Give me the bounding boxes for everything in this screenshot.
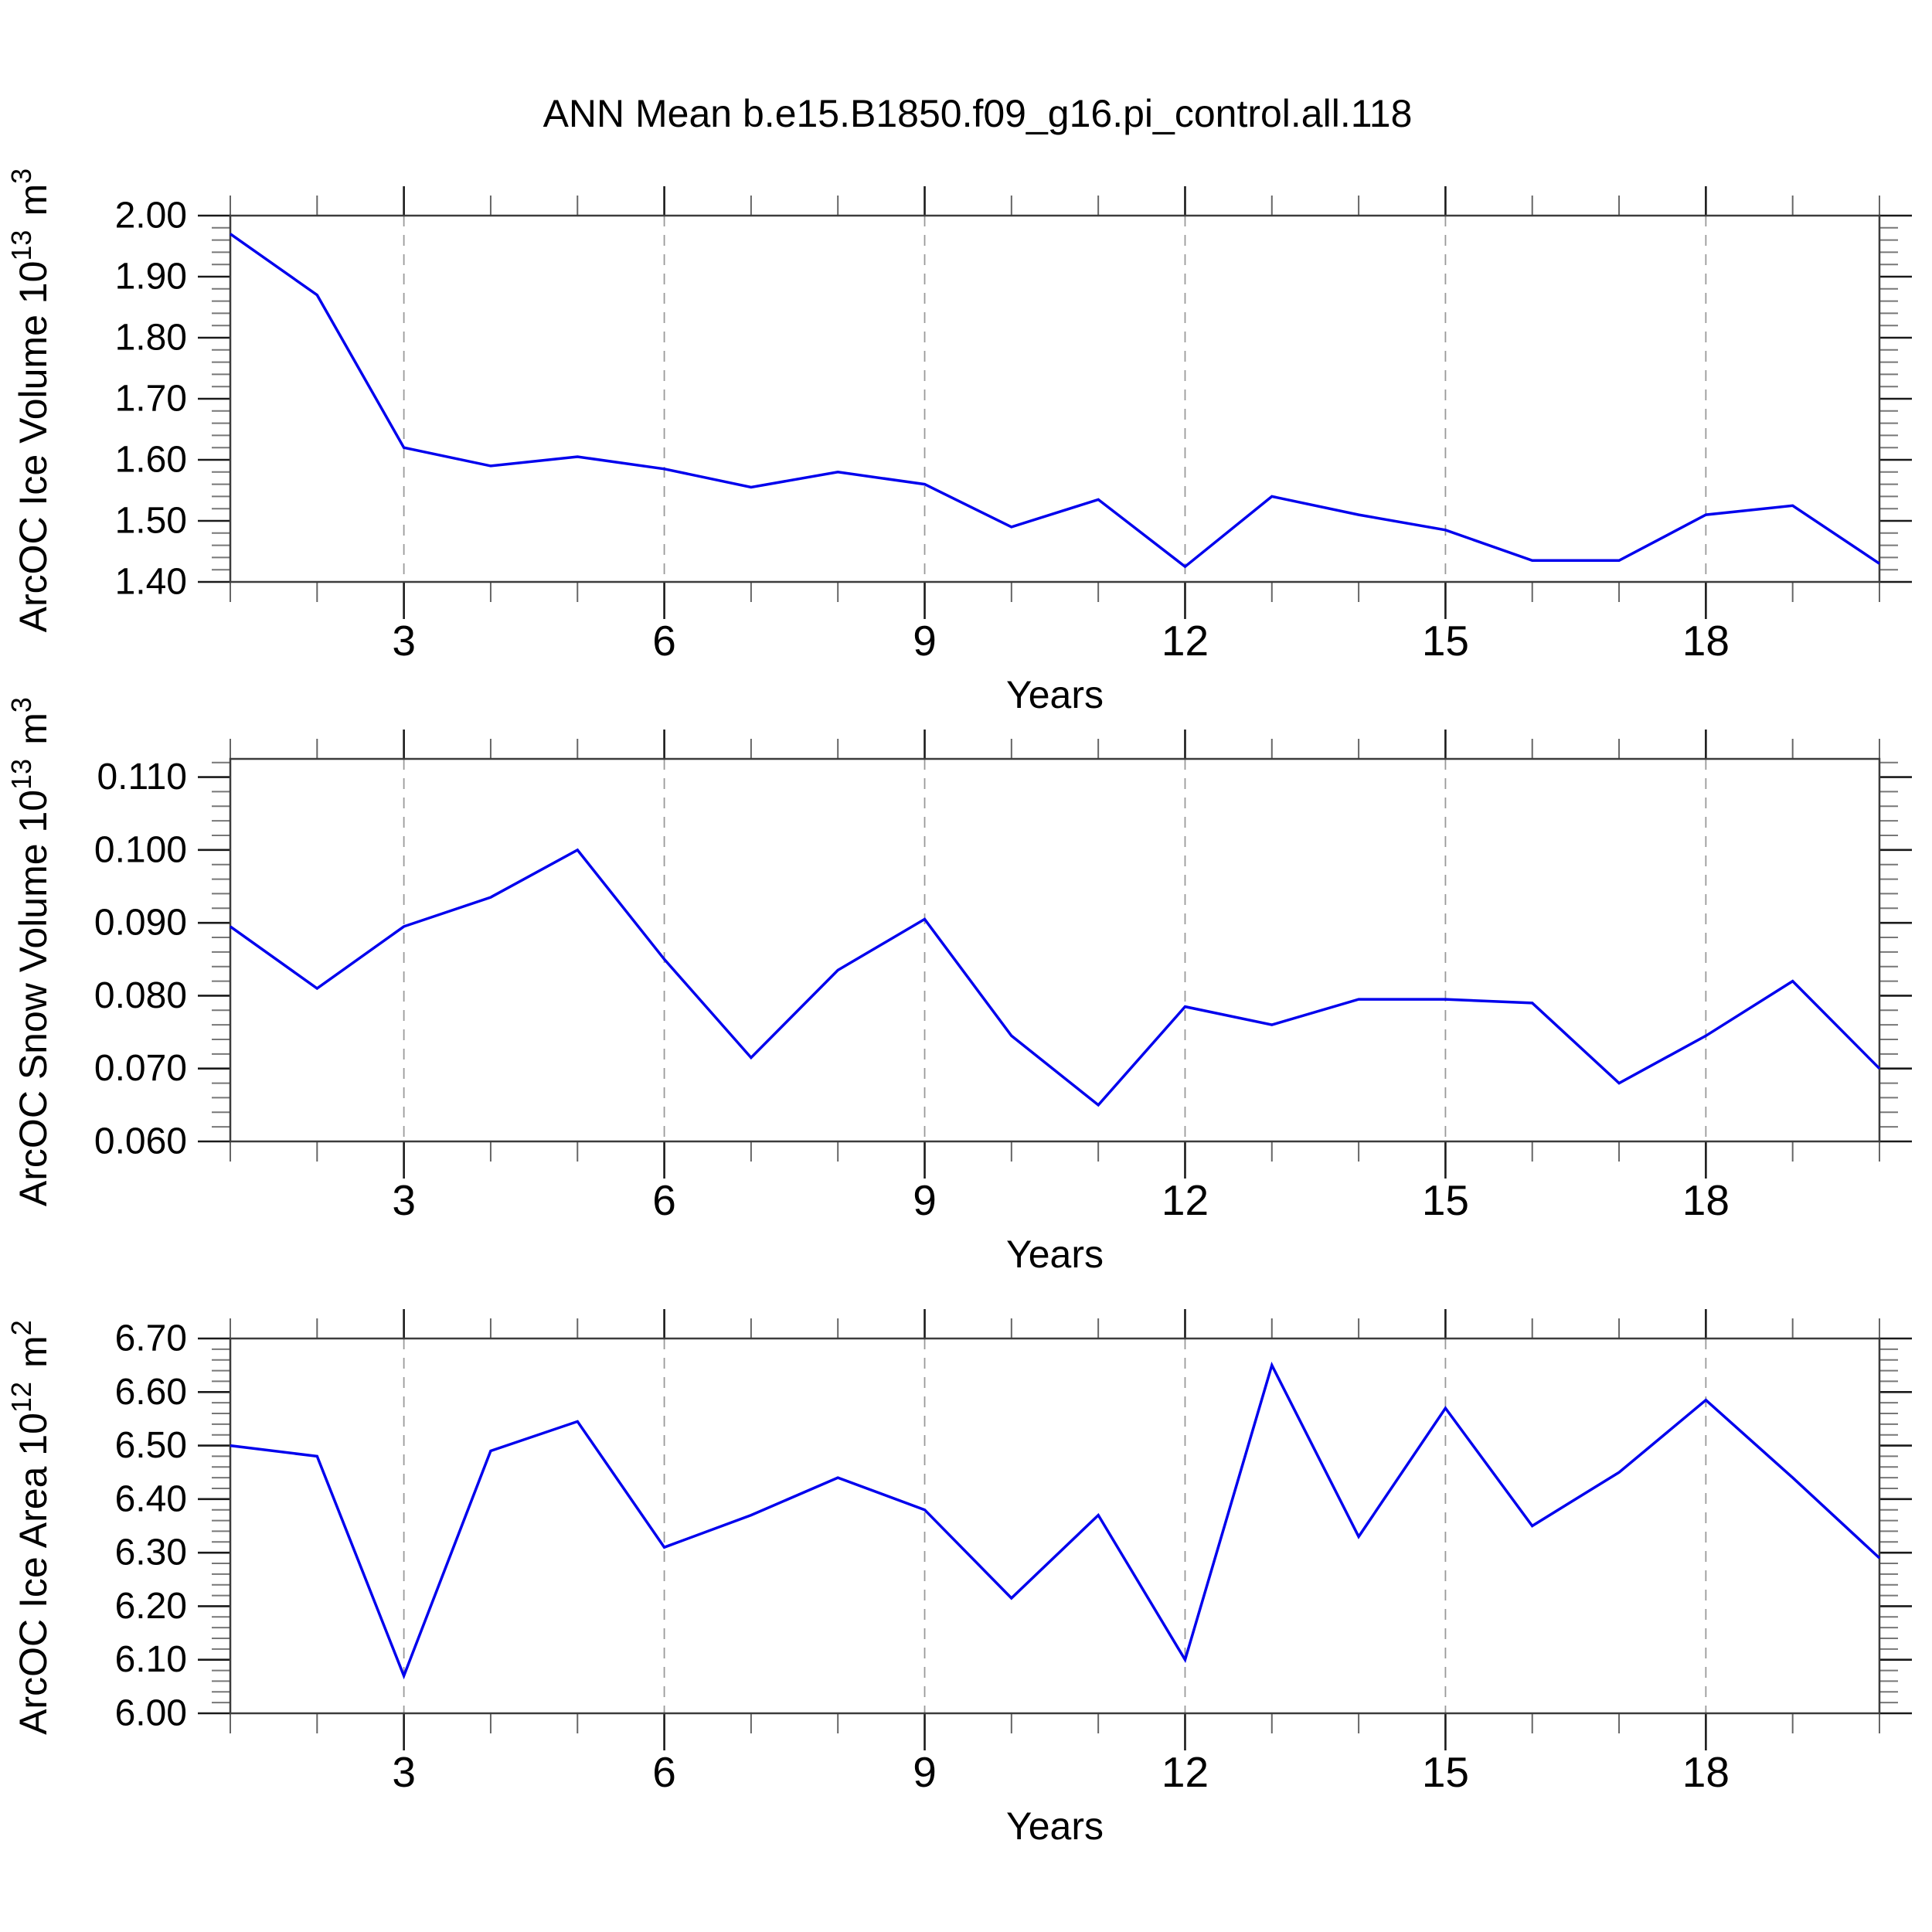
y-axis-title: ArcOC Snow Volume 1013 m3 xyxy=(5,694,55,1206)
x-tick-label: 15 xyxy=(1422,1176,1469,1224)
y-tick-label: 0.100 xyxy=(94,829,187,870)
x-tick-label: 3 xyxy=(392,1176,416,1224)
series-line-arcoc-ice-area xyxy=(230,1361,1881,1680)
x-tick-label: 12 xyxy=(1162,1176,1209,1224)
x-tick-label: 18 xyxy=(1682,1176,1730,1224)
y-tick-label: 1.50 xyxy=(115,501,187,542)
x-tick-label: 9 xyxy=(913,1176,937,1224)
x-tick-label: 12 xyxy=(1162,617,1209,665)
x-axis-title: Years xyxy=(1006,1233,1104,1276)
y-tick-label: 6.60 xyxy=(115,1372,187,1413)
y-tick-label: 6.10 xyxy=(115,1639,187,1680)
y-axis-title: ArcOC Ice Volume 1013 m3 xyxy=(5,165,55,633)
y-tick-label: 0.060 xyxy=(94,1121,187,1162)
x-tick-label: 12 xyxy=(1162,1748,1209,1796)
x-tick-label: 6 xyxy=(652,1176,676,1224)
y-tick-label: 6.40 xyxy=(115,1478,187,1519)
y-tick-label: 0.090 xyxy=(94,903,187,944)
x-tick-label: 15 xyxy=(1422,1748,1469,1796)
y-tick-label: 2.00 xyxy=(115,196,187,236)
y-tick-label: 1.40 xyxy=(115,562,187,603)
series-line-arcoc-snow-volume xyxy=(229,848,1881,1107)
series-line-arcoc-ice-volume xyxy=(229,233,1880,569)
plot-border-arcoc-snow-volume xyxy=(229,757,1881,1143)
plot-border-arcoc-ice-volume xyxy=(229,214,1881,583)
x-tick-label: 6 xyxy=(652,1748,676,1796)
y-tick-label: 6.20 xyxy=(115,1586,187,1627)
y-axis-title: ArcOC Ice Area 1012 m2 xyxy=(5,1317,55,1735)
x-tick-label: 3 xyxy=(392,1748,416,1796)
x-tick-label: 18 xyxy=(1682,1748,1730,1796)
x-axis-title: Years xyxy=(1006,1804,1104,1848)
y-tick-label: 0.070 xyxy=(94,1048,187,1089)
x-tick-label: 6 xyxy=(652,617,676,665)
y-tick-label: 1.70 xyxy=(115,379,187,420)
y-tick-label: 6.50 xyxy=(115,1425,187,1466)
x-tick-label: 9 xyxy=(913,617,937,665)
x-axis-title: Years xyxy=(1006,673,1104,716)
plot-border-arcoc-ice-area xyxy=(229,1337,1881,1715)
y-tick-label: 6.00 xyxy=(115,1693,187,1734)
y-tick-label: 6.70 xyxy=(115,1318,187,1359)
x-tick-label: 18 xyxy=(1682,617,1730,665)
figure-title: ANN Mean b.e15.B1850.f09_g16.pi_control.… xyxy=(543,92,1413,135)
y-tick-label: 1.60 xyxy=(115,440,187,481)
y-tick-label: 0.110 xyxy=(97,757,187,798)
x-tick-label: 15 xyxy=(1422,617,1469,665)
x-tick-label: 3 xyxy=(392,617,416,665)
y-tick-label: 1.80 xyxy=(115,318,187,359)
y-tick-label: 1.90 xyxy=(115,257,187,298)
y-tick-label: 0.080 xyxy=(94,975,187,1016)
x-tick-label: 9 xyxy=(913,1748,937,1796)
y-tick-label: 6.30 xyxy=(115,1532,187,1573)
